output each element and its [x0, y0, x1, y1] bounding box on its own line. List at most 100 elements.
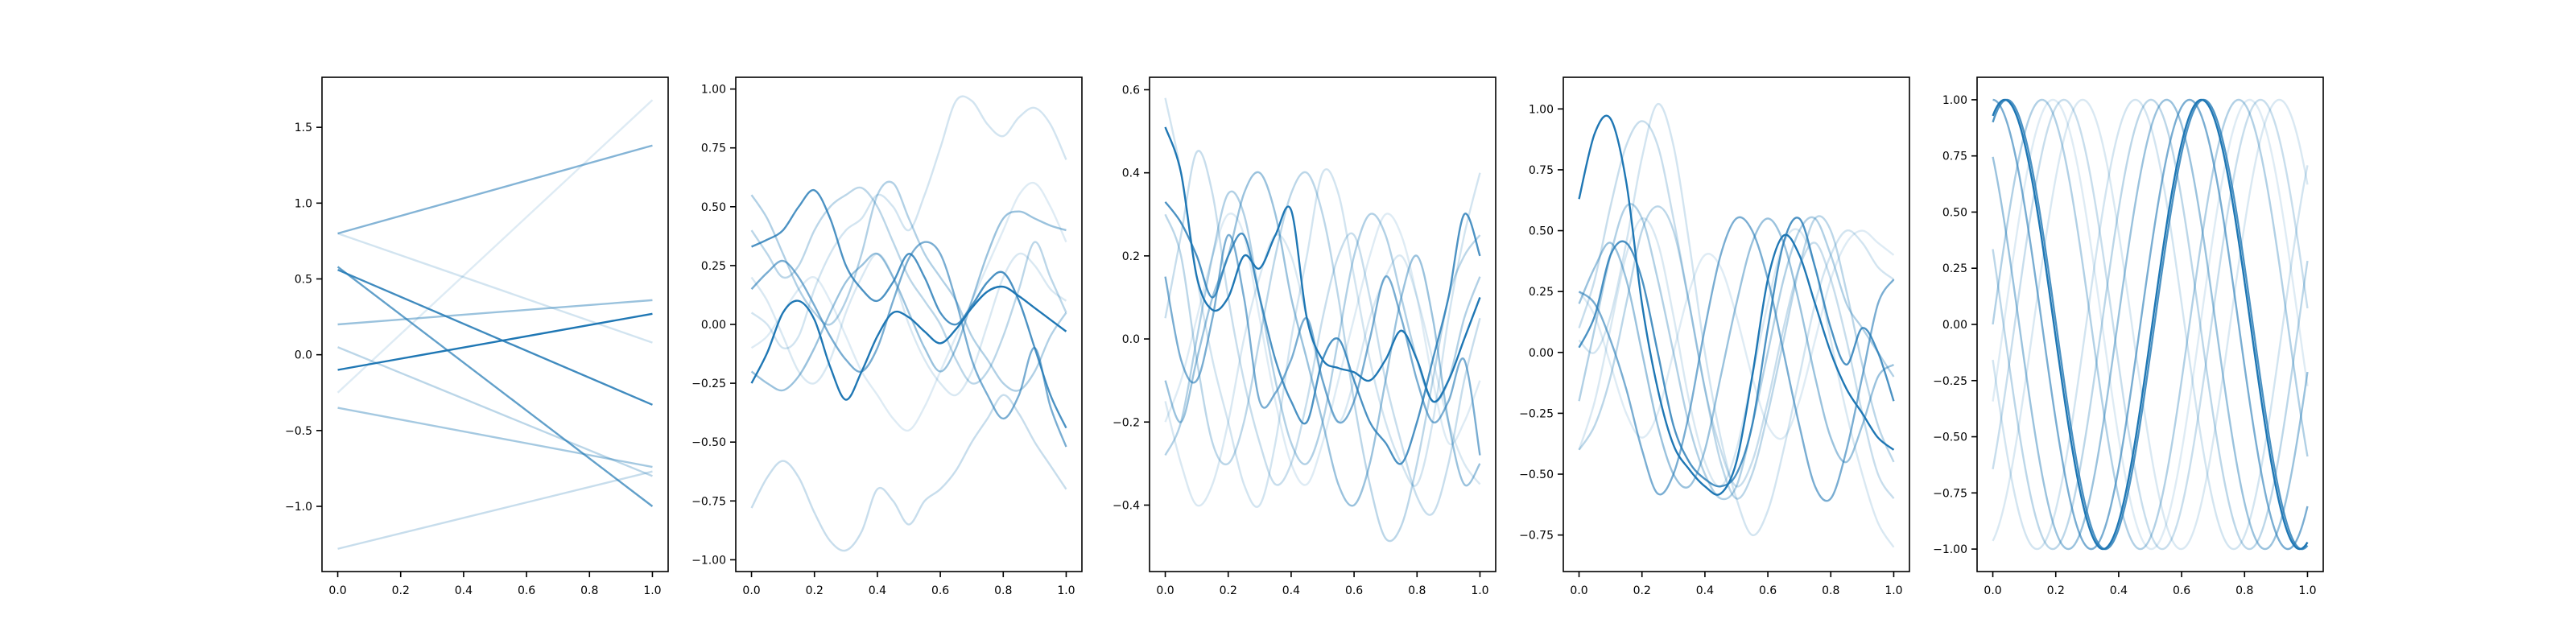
series-line-6 [1578, 205, 1895, 500]
series-line-3 [1578, 216, 1895, 502]
x-tick-label: 0.6 [518, 584, 535, 597]
series-line-2 [1578, 217, 1895, 488]
subplot-4: 0.0 0.2 0.4 0.6 0.8 1.0 −0.75 −0.50 −0.25 0.00 0.2… [1519, 76, 1910, 597]
x-tick-label: 0.2 [1633, 584, 1651, 597]
series-line-6 [337, 407, 653, 469]
series-line-9 [750, 252, 1067, 397]
series-group [1992, 98, 2309, 551]
y-tick-label: −0.50 [1519, 469, 1554, 481]
x-tick-label: 0.8 [1822, 584, 1839, 597]
y-tick-label: 0.0 [295, 349, 312, 362]
y-tick-label: −0.75 [1519, 530, 1554, 543]
x-tick-label: 0.4 [2110, 584, 2128, 597]
y-tick-label: −1.00 [691, 554, 726, 567]
series-line-1 [337, 312, 653, 371]
series-group [1578, 103, 1895, 548]
series-line-10 [1992, 98, 2309, 551]
x-tick-label: 1.0 [1057, 584, 1075, 597]
series-group [336, 99, 654, 550]
axes-frame [1149, 76, 1496, 572]
y-tick-label: −0.25 [691, 378, 726, 390]
x-tick-label: 0.4 [455, 584, 473, 597]
series-line-6 [1992, 98, 2309, 551]
y-tick-label: 0.4 [1122, 167, 1140, 180]
y-tick-label: 1.00 [1942, 94, 1967, 107]
subplot-3: 0.0 0.2 0.4 0.6 0.8 1.0 −0.4 −0.2 0.0 0.2 0.4 0.6 [1113, 76, 1496, 597]
y-tick-label: 1.0 [295, 197, 312, 210]
x-tick-label: 0.6 [1759, 584, 1777, 597]
x-tick-label: 0.4 [869, 584, 886, 597]
y-tick-label: −0.75 [691, 495, 726, 508]
x-tick-label: 0.8 [1408, 584, 1426, 597]
series-line-4 [337, 144, 653, 235]
series-line-1 [1578, 114, 1895, 496]
y-tick-label: −0.25 [1519, 407, 1554, 420]
y-tick-label: 1.00 [1529, 103, 1554, 116]
x-tick-label: 0.0 [328, 584, 346, 597]
x-tick-label: 0.2 [2047, 584, 2065, 597]
series-line-3 [336, 266, 654, 507]
y-tick-label: −0.5 [285, 425, 312, 438]
series-line-2 [337, 269, 653, 406]
y-tick-label: 0.25 [701, 260, 726, 273]
x-tick-label: 1.0 [643, 584, 661, 597]
series-line-6 [1164, 171, 1481, 543]
series-group [750, 95, 1067, 552]
y-tick-label: 1.00 [701, 84, 726, 97]
x-tick-label: 0.8 [994, 584, 1012, 597]
x-tick-label: 0.2 [1220, 584, 1237, 597]
y-tick-label: −0.50 [691, 436, 726, 449]
series-line-7 [1992, 98, 2309, 551]
x-tick-label: 0.8 [580, 584, 598, 597]
subplots: 0.0 0.2 0.4 0.6 0.8 1.0 −1.0 −0.5 0.0 0.5 1.0 1.5 0.… [285, 76, 2324, 597]
subplot-2: 0.0 0.2 0.4 0.6 0.8 1.0 −1.00 −0.75 −0.50 −0.25 0.… [691, 76, 1083, 597]
y-tick-label: −1.0 [285, 501, 312, 514]
axes-frame [1563, 76, 1910, 572]
series-line-3 [1992, 98, 2309, 551]
y-tick-label: 0.50 [1529, 225, 1554, 238]
series-line-7 [337, 346, 653, 477]
series-line-5 [1992, 98, 2309, 551]
x-tick-label: 0.4 [1696, 584, 1714, 597]
subplot-5: 0.0 0.2 0.4 0.6 0.8 1.0 −1.00 −0.75 −0.50 −0.25 0.… [1933, 76, 2324, 597]
y-tick-label: −0.25 [1933, 375, 1967, 388]
series-line-7 [1578, 120, 1895, 499]
y-tick-label: 0.6 [1122, 84, 1140, 97]
y-tick-label: 0.25 [1529, 286, 1554, 299]
y-tick-label: 0.75 [701, 142, 726, 155]
y-tick-label: 0.50 [701, 201, 726, 214]
series-line-5 [1578, 203, 1895, 501]
x-tick-label: 0.0 [1984, 584, 2001, 597]
y-tick-label: −1.00 [1933, 543, 1967, 556]
series-line-3 [750, 241, 1067, 448]
y-tick-label: 0.00 [1942, 319, 1967, 332]
x-tick-label: 0.0 [742, 584, 760, 597]
series-line-5 [750, 180, 1067, 392]
y-tick-label: 0.00 [1529, 347, 1554, 360]
y-tick-label: 0.0 [1122, 333, 1140, 346]
series-line-8 [1578, 103, 1895, 536]
series-line-1 [750, 285, 1067, 401]
series-line-10 [336, 99, 654, 394]
series-line-8 [750, 95, 1067, 350]
y-tick-label: 0.00 [701, 319, 726, 332]
series-line-10 [1164, 213, 1481, 486]
y-tick-label: 0.5 [295, 273, 312, 286]
x-tick-label: 1.0 [1885, 584, 1902, 597]
axes-frame [321, 76, 669, 572]
series-line-2 [1992, 98, 2309, 551]
x-tick-label: 0.6 [931, 584, 949, 597]
y-tick-label: 0.50 [1942, 206, 1967, 219]
series-line-5 [337, 299, 653, 326]
y-tick-label: −0.4 [1113, 499, 1140, 512]
y-tick-label: 0.25 [1942, 262, 1967, 275]
y-tick-label: 1.5 [295, 122, 312, 134]
y-tick-label: 0.75 [1942, 151, 1967, 163]
x-tick-label: 0.2 [392, 584, 410, 597]
series-line-1 [1164, 126, 1481, 403]
x-tick-label: 0.6 [1345, 584, 1363, 597]
x-tick-label: 1.0 [2298, 584, 2316, 597]
series-line-8 [337, 470, 653, 550]
